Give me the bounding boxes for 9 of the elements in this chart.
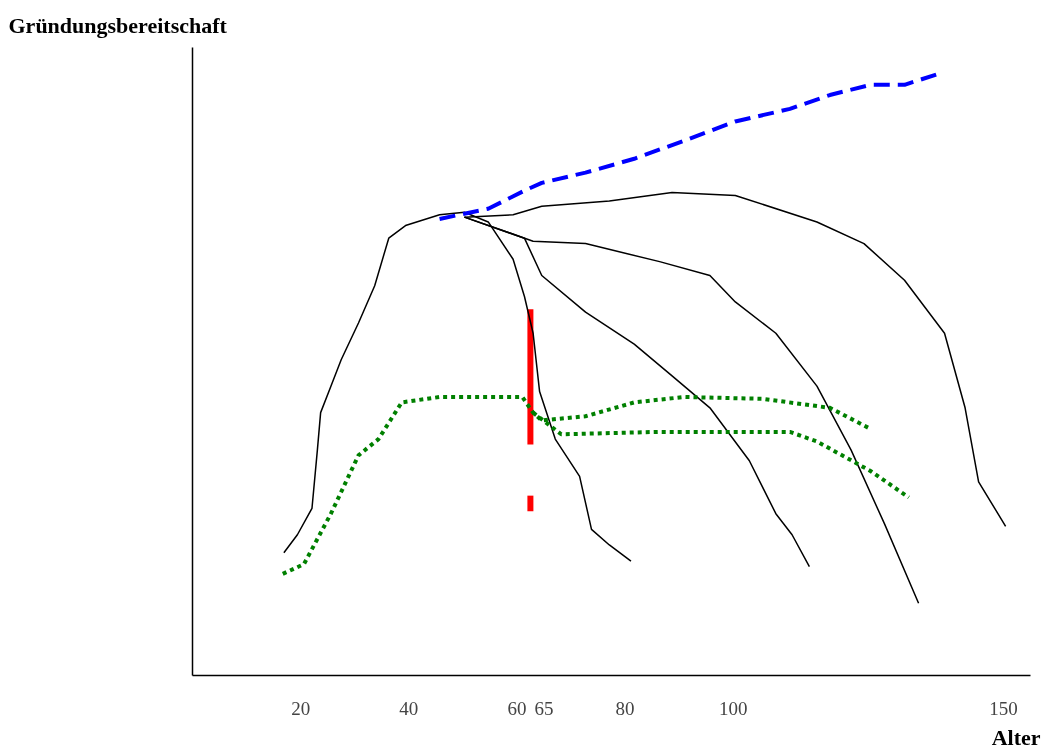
x-tick-label: 100 [718,697,748,719]
x-axis-title: Alter [991,724,1041,750]
x-tick-label: 40 [399,697,419,719]
x-tick-label: 80 [615,697,635,719]
x-tick-label: 150 [989,697,1018,719]
x-tick-label: 20 [291,697,311,719]
y-axis-title: Gründungsbereitschaft [8,12,228,38]
x-tick-label: 65 [534,697,554,719]
x-tick-label: 60 [507,697,527,719]
